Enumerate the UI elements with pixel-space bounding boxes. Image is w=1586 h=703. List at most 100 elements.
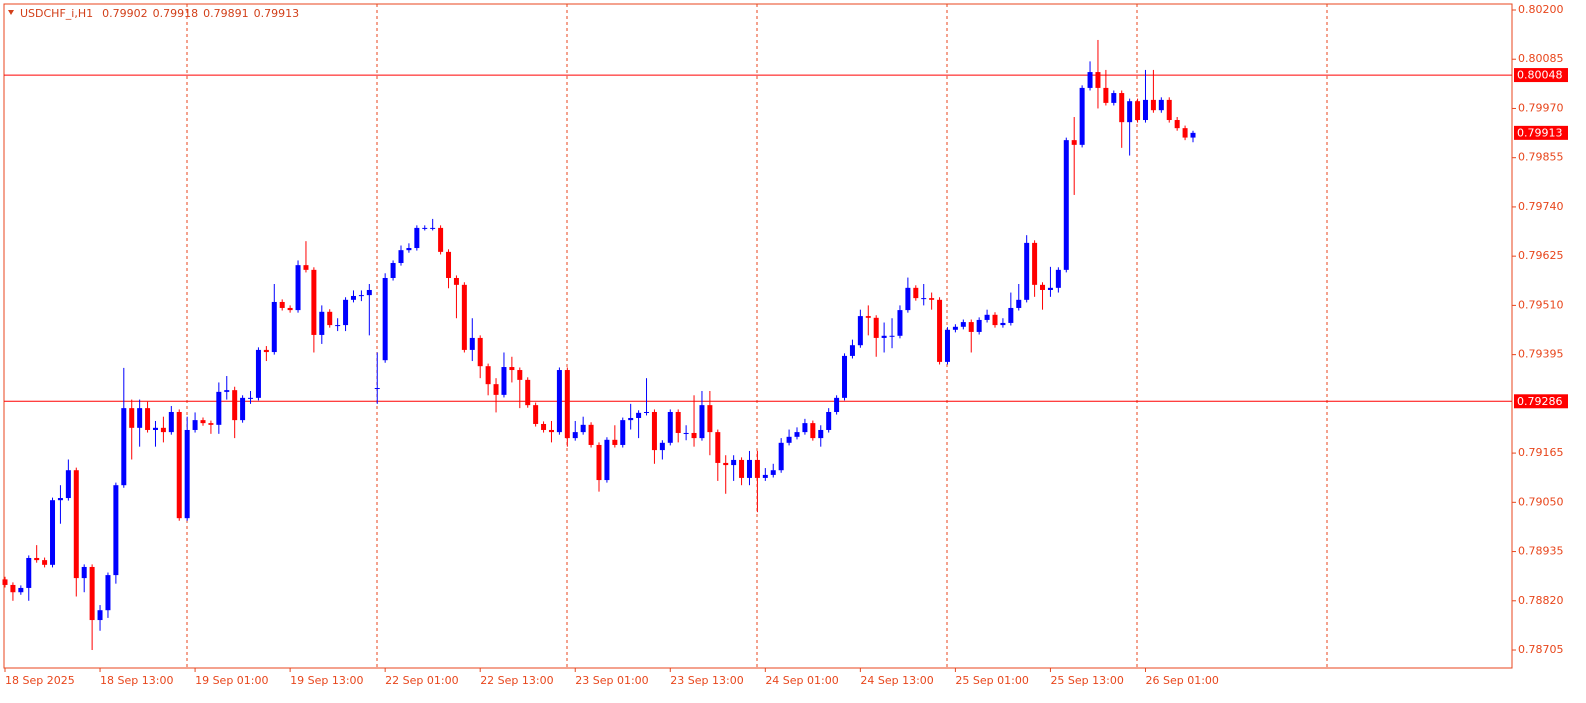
candle-body xyxy=(453,277,459,285)
candle-body xyxy=(1095,72,1101,88)
candle-body xyxy=(65,470,71,499)
candle-body xyxy=(937,299,943,362)
candle-body xyxy=(438,227,444,252)
candle-body xyxy=(683,432,689,434)
candle-body xyxy=(968,322,974,332)
candle-body xyxy=(271,301,277,353)
candle-body xyxy=(390,263,396,278)
candle-body xyxy=(754,459,760,478)
candle-body xyxy=(295,265,301,311)
candle-body xyxy=(960,322,966,327)
x-tick-label: 23 Sep 01:00 xyxy=(575,674,648,687)
x-tick-label: 26 Sep 01:00 xyxy=(1145,674,1218,687)
candle-body xyxy=(1032,242,1038,285)
candle-body xyxy=(493,384,499,395)
candle-body xyxy=(232,390,238,421)
candle-body xyxy=(1024,242,1030,300)
candle-body xyxy=(200,420,206,424)
candle-body xyxy=(588,424,594,445)
candle-body xyxy=(1063,140,1069,270)
candle-body xyxy=(129,408,135,428)
candle-body xyxy=(113,485,119,576)
candle-body xyxy=(366,289,372,296)
candle-body xyxy=(889,335,895,337)
candle-body xyxy=(762,474,768,478)
candle-body xyxy=(192,420,198,430)
y-tick-label: 0.79510 xyxy=(1518,298,1564,311)
candle-body xyxy=(216,391,222,425)
candle-body xyxy=(1000,322,1006,326)
candle-body xyxy=(1111,93,1117,103)
candle-body xyxy=(224,390,230,392)
candle-body xyxy=(335,325,341,327)
candle-body xyxy=(105,575,111,611)
x-tick-label: 19 Sep 13:00 xyxy=(290,674,363,687)
x-tick-label: 24 Sep 01:00 xyxy=(765,674,838,687)
candle-body xyxy=(1103,87,1109,103)
candle-body xyxy=(160,427,166,433)
candle-body xyxy=(897,310,903,336)
candle-body xyxy=(81,566,87,579)
candle-body xyxy=(1166,99,1172,121)
x-tick-label: 19 Sep 01:00 xyxy=(195,674,268,687)
candle-body xyxy=(374,388,380,390)
y-tick-label: 0.79855 xyxy=(1518,151,1564,164)
candle-body xyxy=(533,405,539,424)
candle-body xyxy=(770,470,776,475)
candle-body xyxy=(184,429,190,519)
candle-body xyxy=(469,337,475,350)
candle-body xyxy=(73,470,79,579)
candle-body xyxy=(881,335,887,338)
candle-body xyxy=(343,299,349,326)
x-tick-label: 18 Sep 2025 xyxy=(5,674,75,687)
x-tick-label: 23 Sep 13:00 xyxy=(670,674,743,687)
candle-body xyxy=(723,462,729,466)
candle-body xyxy=(303,265,309,270)
price-level-label: 0.80048 xyxy=(1517,69,1563,82)
candle-body xyxy=(26,557,32,588)
candle-body xyxy=(857,316,863,346)
candle-body xyxy=(921,298,927,300)
candle-body xyxy=(501,367,507,395)
candle-body xyxy=(1119,93,1125,123)
candle-body xyxy=(802,423,808,433)
candle-body xyxy=(255,349,261,398)
candle-body xyxy=(707,405,713,433)
chart-header: USDCHF_i,H1 0.79902 0.79918 0.79891 0.79913 xyxy=(20,7,299,20)
candle-body xyxy=(145,408,151,430)
candle-body xyxy=(596,444,602,481)
candle-body xyxy=(89,566,95,621)
candle-body xyxy=(121,408,127,486)
candle-body xyxy=(667,411,673,443)
candle-body xyxy=(580,424,586,433)
candle-body xyxy=(1040,284,1046,290)
candle-body xyxy=(248,397,254,399)
candle-body xyxy=(659,442,665,451)
y-tick-label: 0.78820 xyxy=(1518,594,1564,607)
header-open: 0.79902 xyxy=(102,7,148,20)
candle-body xyxy=(57,498,63,501)
candle-body xyxy=(430,227,436,229)
candle-body xyxy=(461,284,467,350)
header-arrow xyxy=(8,10,14,15)
header-high: 0.79918 xyxy=(153,7,199,20)
candle-body xyxy=(913,287,919,299)
candle-body xyxy=(446,251,452,278)
candle-body xyxy=(849,345,855,356)
candle-body xyxy=(1182,128,1188,138)
candle-body xyxy=(842,355,848,398)
symbol: USDCHF_i,H1 xyxy=(20,7,93,20)
candle-body xyxy=(34,557,40,561)
candle-body xyxy=(168,411,174,433)
candle-body xyxy=(279,301,285,308)
price-level-box xyxy=(1514,68,1568,83)
candle-body xyxy=(715,432,721,463)
candle-body xyxy=(2,579,8,585)
candle-body xyxy=(10,584,16,593)
current-price-box xyxy=(1514,125,1568,140)
candle-body xyxy=(350,295,356,300)
candle-body xyxy=(1190,132,1196,138)
candle-body xyxy=(604,439,610,481)
y-tick-label: 0.79625 xyxy=(1518,249,1564,262)
